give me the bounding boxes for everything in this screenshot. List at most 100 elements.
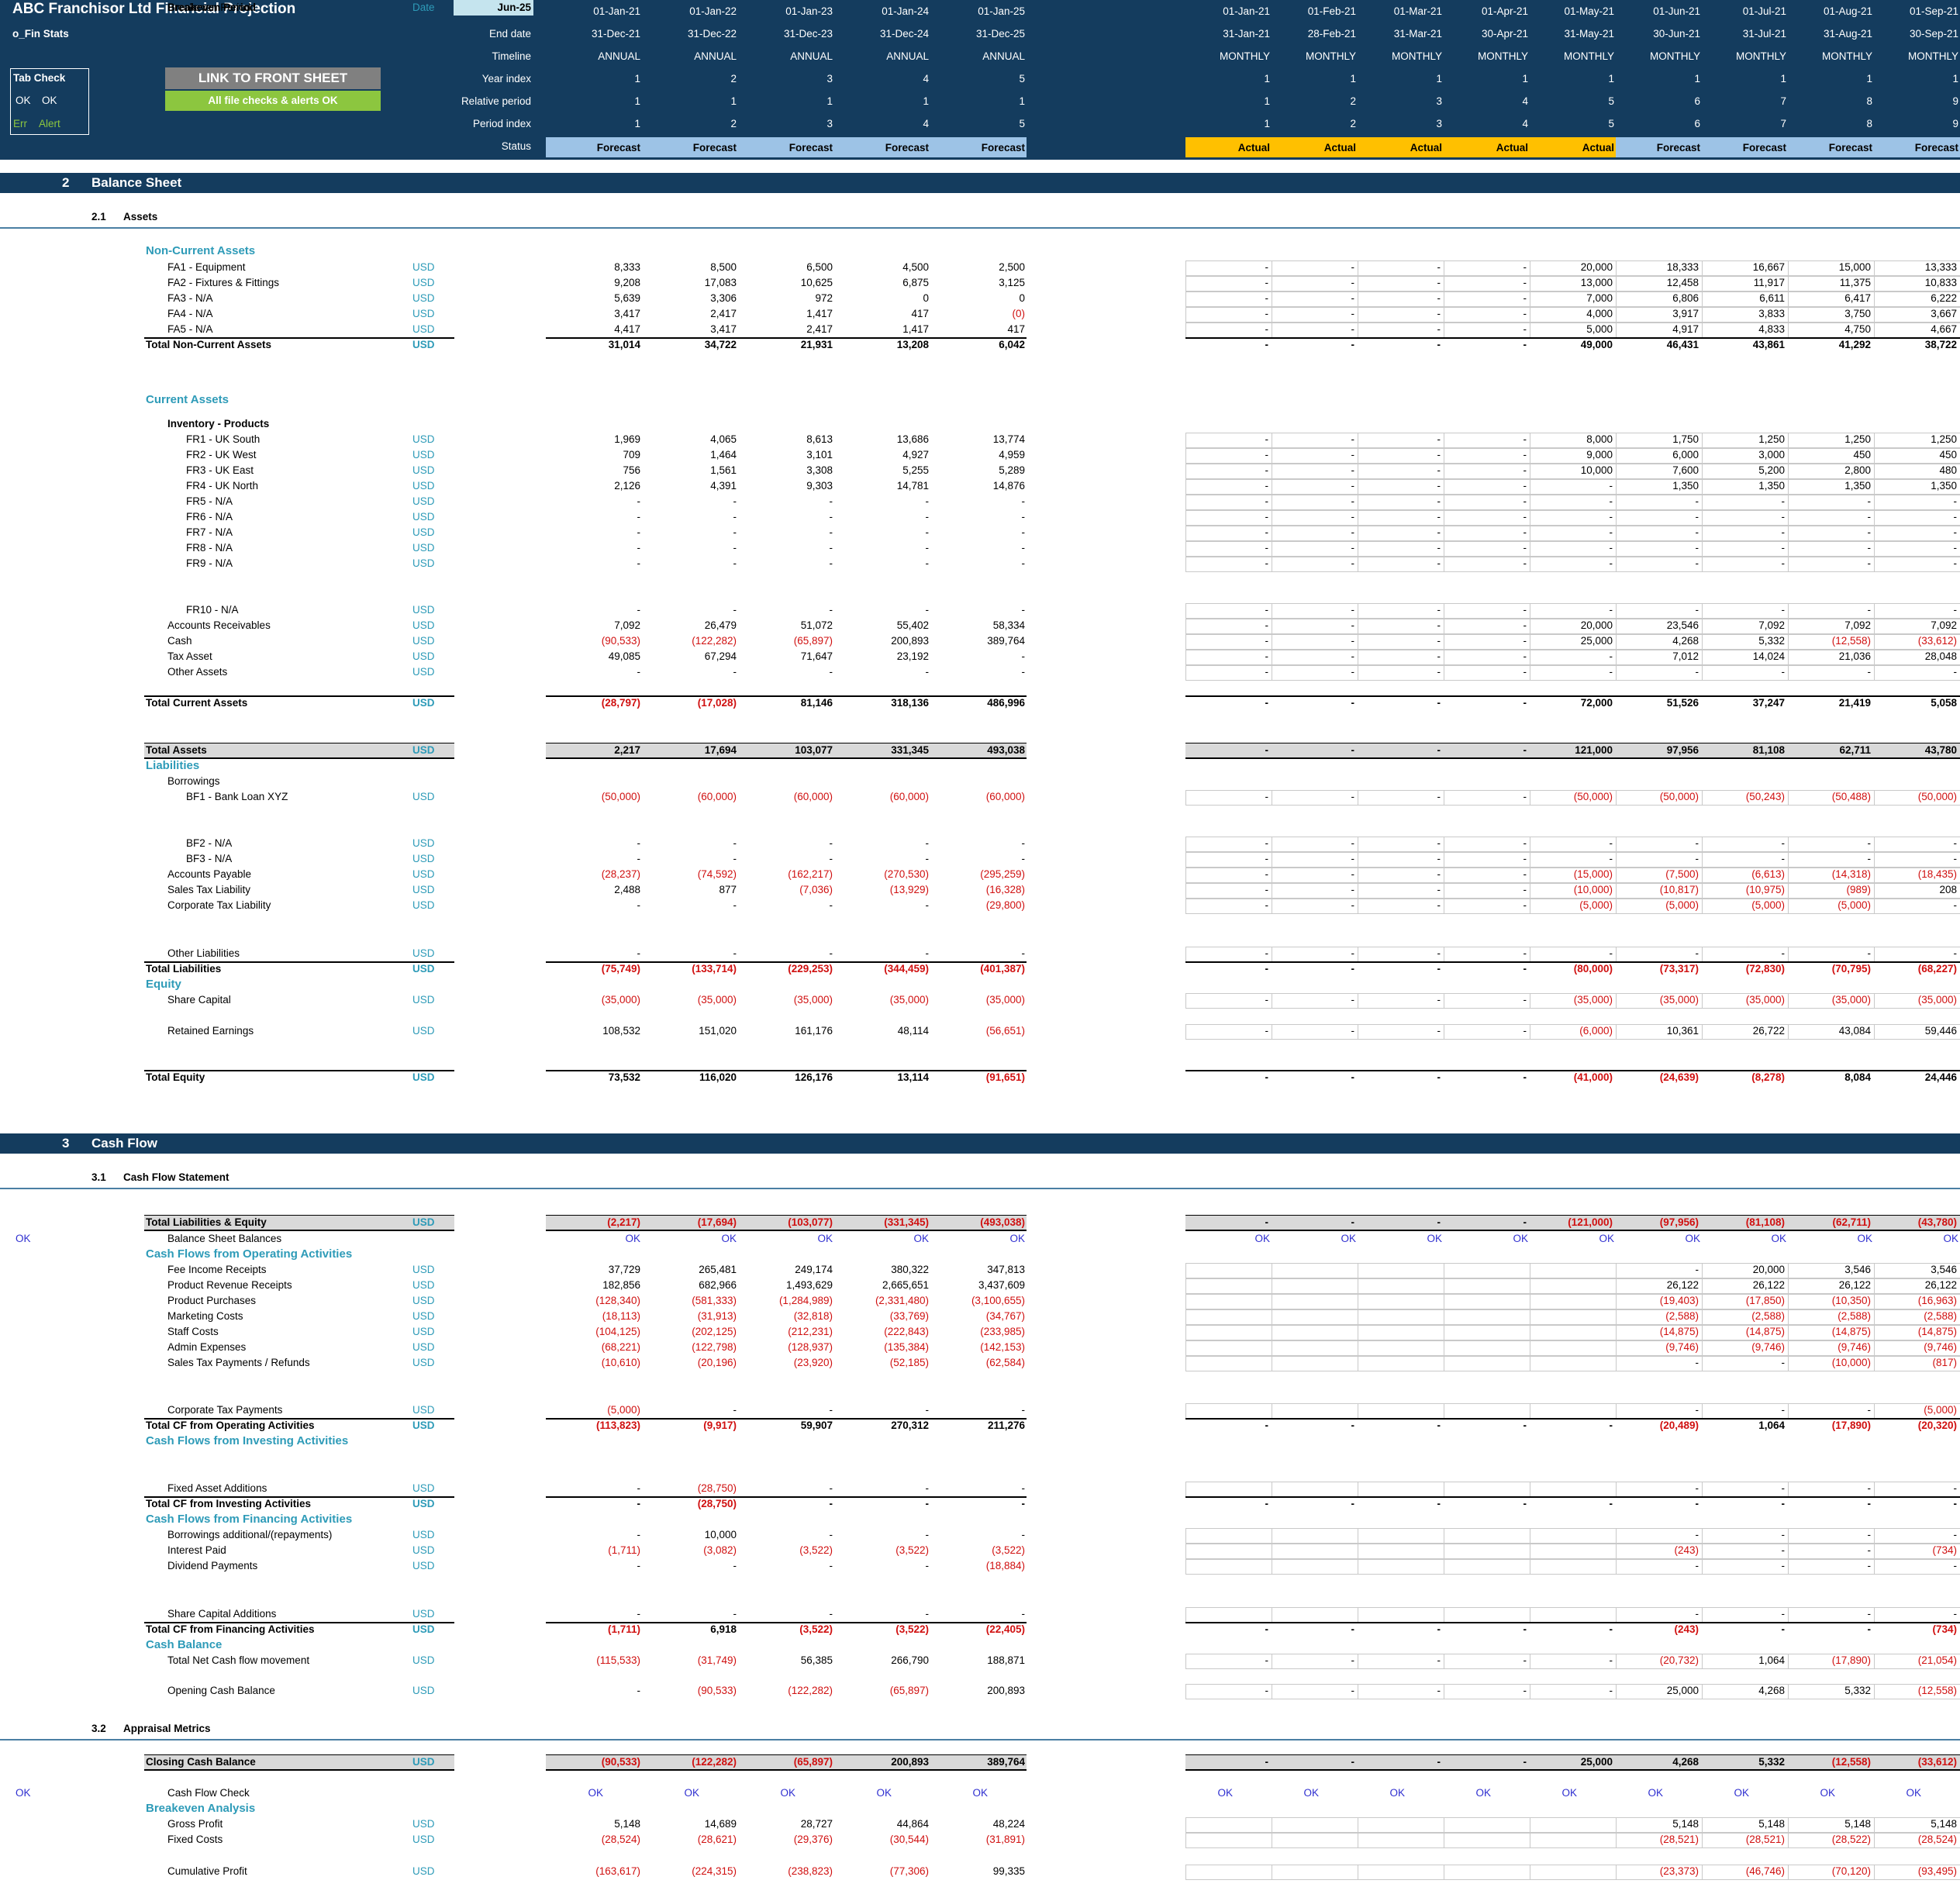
monthly-value: (12,558) [1831,1756,1871,1768]
monthly-check: OK [1427,1233,1442,1244]
annual-value: (128,937) [788,1341,833,1353]
row-label: Cumulative Profit [167,1865,247,1877]
annual-value: - [733,1560,737,1571]
annual-value: 2,126 [614,480,640,492]
monthly-value: 6,611 [1759,292,1785,304]
monthly-value: - [1953,511,1958,523]
monthly-value: - [1351,464,1355,476]
annual-value: 1,493,629 [785,1279,833,1291]
monthly-rel-4: 4 [1522,95,1528,107]
monthly-value: - [1867,837,1872,849]
monthly-value: - [1437,697,1441,709]
monthly-value: (33,612) [1917,635,1957,647]
monthly-value: (28,522) [1831,1834,1871,1845]
monthly-value: - [1437,791,1441,802]
total-topline-annual [546,1496,1027,1498]
group-header: Non-Current Assets [146,244,256,257]
monthly-value: (5,000) [1838,899,1871,911]
monthly-end-5: 31-May-21 [1564,28,1614,40]
monthly-value: - [1265,666,1269,678]
monthly-value: - [1265,526,1269,538]
monthly-grid-cell [1702,448,1703,464]
monthly-start-5: 01-May-21 [1564,5,1614,17]
subgroup-header: Inventory - Products [167,418,270,430]
monthly-value: - [1265,261,1269,273]
monthly-value: - [1351,1071,1355,1083]
annual-value: (32,818) [793,1310,833,1322]
monthly-value: - [1437,1756,1441,1768]
monthly-value: (21,054) [1917,1654,1957,1666]
monthly-value: (70,795) [1831,963,1871,975]
monthly-grid-cell [1702,1684,1703,1699]
row-label: Other Liabilities [167,947,240,959]
monthly-check: OK [1857,1233,1872,1244]
monthly-value: - [1867,526,1872,538]
monthly-grid-cell [1874,868,1875,883]
monthly-grid-cell [1874,1654,1875,1669]
monthly-grid-cell [1874,947,1875,962]
monthly-end-7: 31-Jul-21 [1742,28,1786,40]
annual-value: (20,196) [697,1357,737,1368]
annual-value: - [637,853,641,864]
monthly-value: - [1781,1404,1786,1416]
monthly-value: (243) [1674,1544,1699,1556]
monthly-value: (243) [1674,1623,1699,1635]
breakeven-label: Breakeven Period [167,2,257,13]
annual-value: (28,621) [697,1834,737,1845]
monthly-value: (14,875) [1659,1326,1699,1337]
monthly-value: - [1265,1071,1269,1083]
annual-value: 0 [923,292,929,304]
monthly-value: - [1265,1498,1269,1509]
monthly-value: - [1609,1654,1613,1666]
monthly-value: - [1351,994,1355,1006]
annual-start-4: 01-Jan-24 [882,5,929,17]
monthly-grid-cell [1185,650,1186,665]
row-unit: USD [412,1756,435,1768]
subsection-number-4: 3.2 [91,1723,106,1734]
monthly-check: OK [1943,1233,1958,1244]
monthly-start-4: 01-Apr-21 [1481,5,1528,17]
annual-value: (103,077) [788,1216,833,1228]
monthly-value: 5,148 [1672,1818,1699,1830]
monthly-value: - [1781,604,1786,616]
total-topline-annual [546,961,1027,963]
monthly-value: (6,000) [1579,1025,1613,1037]
monthly-value: - [1867,557,1872,569]
monthly-grid-cell [1788,1684,1789,1699]
annual-value: - [829,666,833,678]
monthly-value: (20,489) [1659,1420,1699,1431]
section-number-0: 2 [62,175,70,190]
row-label: FA1 - Equipment [167,261,246,273]
monthly-value: - [1523,791,1527,802]
tab-check-box [10,68,89,135]
monthly-value: - [1609,1420,1613,1431]
monthly-grid-cell [1616,947,1617,962]
monthly-grid-cell [1185,790,1186,806]
annual-value: 56,385 [800,1654,833,1666]
link-to-front-sheet-button[interactable]: LINK TO FRONT SHEET [165,67,381,89]
monthly-value: (12,558) [1917,1685,1957,1696]
monthly-grid-cell [1616,650,1617,665]
monthly-end-4: 30-Apr-21 [1481,28,1528,40]
monthly-grid-cell [1185,448,1186,464]
monthly-grid-cell [1702,1356,1703,1371]
monthly-grid-cell [1702,1544,1703,1559]
annual-value: 266,790 [891,1654,929,1666]
monthly-grid-cell [1874,323,1875,338]
row-label: Fixed Asset Additions [167,1482,267,1494]
monthly-value: - [1437,635,1441,647]
row-unit: USD [412,277,435,288]
monthly-status-6: Forecast [1656,142,1700,154]
monthly-value: (14,875) [1917,1326,1957,1337]
annual-value: 126,176 [795,1071,833,1083]
annual-year-4: 4 [923,73,929,85]
monthly-value: - [1695,604,1699,616]
annual-tl-2: ANNUAL [694,50,737,62]
row-label: FR9 - N/A [186,557,233,569]
monthly-grid-cell [1874,1024,1875,1040]
monthly-grid-cell [1185,479,1186,495]
monthly-value: (97,956) [1659,1216,1699,1228]
total-topline-monthly [1185,695,1960,697]
monthly-grid-cell [1185,433,1186,448]
annual-value: - [829,853,833,864]
